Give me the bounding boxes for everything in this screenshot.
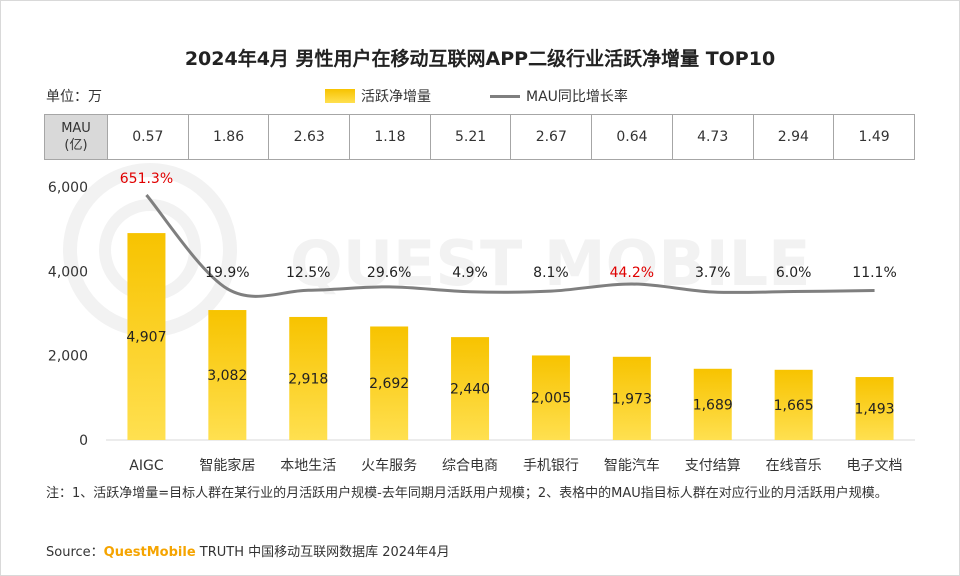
y-tick-label: 0 bbox=[79, 433, 88, 449]
y-axis: 6,000 4,000 2,000 0 bbox=[48, 180, 88, 449]
bar-value-label: 1,973 bbox=[612, 391, 652, 407]
growth-rate-label: 19.9% bbox=[205, 265, 249, 281]
legend-line-entry: MAU同比增长率 bbox=[490, 86, 628, 106]
x-category-label: 在线音乐 bbox=[766, 457, 822, 474]
mau-table: MAU (亿) 0.57 1.86 2.63 1.18 5.21 2.67 0.… bbox=[44, 114, 915, 160]
x-category-label: 本地生活 bbox=[280, 458, 336, 474]
growth-rate-line bbox=[145, 194, 875, 298]
x-category-label: 电子文档 bbox=[847, 458, 903, 474]
bar bbox=[774, 369, 813, 440]
x-category-label: 综合电商 bbox=[442, 458, 498, 474]
x-category-label: 手机银行 bbox=[523, 458, 579, 474]
legend-line-label: MAU同比增长率 bbox=[526, 89, 628, 105]
x-axis-labels: AIGC 智能家居 本地生活 火车服务 综合电商 手机银行 智能汽车 支付结算 在线音乐 电子文档 bbox=[129, 457, 902, 474]
mau-cell: 1.86 bbox=[187, 114, 270, 160]
x-category-label: 支付结算 bbox=[685, 458, 741, 474]
source-suffix: TRUTH 中国移动互联网数据库 2024年4月 bbox=[195, 545, 450, 560]
watermark-text: QUEST MOBILE bbox=[290, 227, 811, 300]
bar bbox=[289, 316, 328, 440]
watermark: QUEST MOBILE bbox=[63, 163, 811, 337]
bar-value-label: 2,692 bbox=[369, 376, 409, 392]
growth-rate-label: 29.6% bbox=[367, 265, 411, 281]
chart-title: 2024年4月 男性用户在移动互联网APP二级行业活跃净增量 TOP10 bbox=[184, 48, 776, 70]
growth-rate-label: 8.1% bbox=[533, 265, 569, 281]
growth-rate-label: 11.1% bbox=[852, 265, 896, 281]
mau-cell: 2.63 bbox=[268, 114, 351, 160]
bar bbox=[531, 355, 570, 440]
growth-rate-label: 44.2% bbox=[610, 265, 654, 281]
source-prefix: Source： bbox=[46, 545, 104, 560]
mau-cell: 5.21 bbox=[429, 114, 512, 160]
growth-rate-label: 4.9% bbox=[452, 265, 488, 281]
source-brand: QuestMobile bbox=[103, 545, 196, 560]
mau-cell: 2.94 bbox=[752, 114, 835, 160]
source-line: Source：QuestMobile TRUTH 中国移动互联网数据库 2024… bbox=[46, 541, 450, 560]
bar bbox=[370, 326, 409, 440]
x-category-label: 智能家居 bbox=[199, 457, 255, 474]
bar-value-label: 2,440 bbox=[450, 382, 490, 398]
mau-cell: 1.18 bbox=[349, 114, 431, 160]
mau-cell: 0.64 bbox=[591, 114, 673, 160]
mau-cell: 4.73 bbox=[671, 114, 754, 160]
x-category-label: AIGC bbox=[129, 458, 164, 474]
growth-rate-label: 6.0% bbox=[776, 265, 812, 281]
legend-bar-label: 活跃净增量 bbox=[361, 89, 431, 105]
x-category-label: 智能汽车 bbox=[604, 457, 660, 474]
bars bbox=[127, 233, 894, 440]
bar-value-label: 2,918 bbox=[288, 371, 328, 387]
mau-table-header: MAU (亿) bbox=[44, 114, 108, 160]
bar bbox=[612, 356, 651, 440]
unit-label: 单位：万 bbox=[46, 89, 102, 105]
growth-rate-label: 651.3% bbox=[120, 171, 173, 187]
x-category-label: 火车服务 bbox=[361, 457, 417, 474]
y-tick-label: 2,000 bbox=[48, 349, 88, 365]
mau-cell: 2.67 bbox=[510, 114, 593, 160]
bar-labels: 4,907 3,082 2,918 2,692 2,440 2,005 1,973 1,689… bbox=[126, 330, 894, 418]
mau-table-row: MAU (亿) 0.57 1.86 2.63 1.18 5.21 2.67 0.… bbox=[44, 114, 915, 160]
y-tick-label: 4,000 bbox=[48, 264, 88, 280]
mau-header-line2: (亿) bbox=[64, 138, 88, 153]
bar bbox=[693, 368, 732, 440]
bar bbox=[855, 377, 894, 440]
bar bbox=[451, 337, 490, 440]
bar-value-label: 1,665 bbox=[774, 398, 814, 414]
legend-bar-entry: 活跃净增量 bbox=[325, 86, 431, 106]
mau-header-line1: MAU bbox=[61, 121, 91, 136]
bar-value-label: 4,907 bbox=[126, 330, 166, 346]
bar-value-label: 3,082 bbox=[207, 368, 247, 384]
bar-value-label: 1,689 bbox=[693, 397, 733, 413]
growth-rate-label: 3.7% bbox=[695, 265, 731, 281]
bar bbox=[127, 233, 166, 440]
bar-value-label: 1,493 bbox=[855, 402, 895, 418]
line-labels: 651.3% 19.9% 12.5% 29.6% 4.9% 8.1% 44.2% 3.7% 6.… bbox=[120, 171, 897, 281]
legend-bar-swatch bbox=[325, 89, 355, 103]
bar bbox=[208, 310, 247, 440]
y-tick-label: 6,000 bbox=[48, 180, 88, 196]
legend-line-swatch bbox=[490, 94, 520, 98]
growth-rate-label: 12.5% bbox=[286, 265, 330, 281]
mau-cell: 1.49 bbox=[833, 114, 915, 160]
mau-cell: 0.57 bbox=[107, 114, 189, 160]
bar-value-label: 2,005 bbox=[531, 391, 571, 407]
footnote: 注：1、活跃净增量=目标人群在某行业的月活跃用户规模-去年同期月活跃用户规模；2… bbox=[46, 486, 888, 501]
